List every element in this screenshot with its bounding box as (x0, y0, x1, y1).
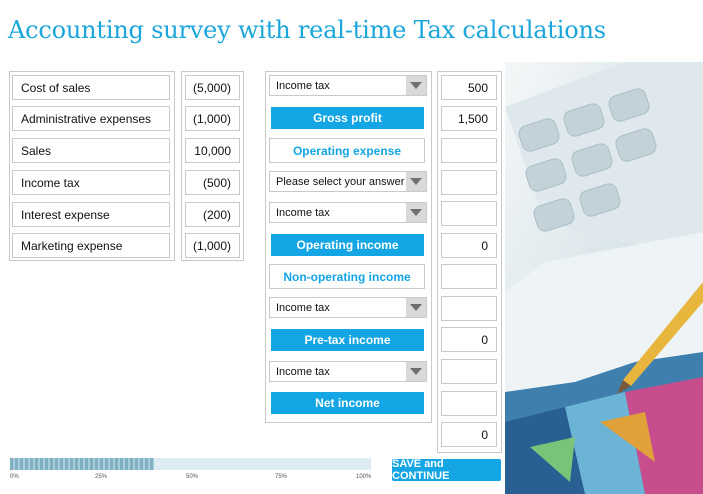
item-value: (500) (185, 170, 240, 195)
values-panel (181, 71, 244, 261)
item-label[interactable]: Cost of sales (12, 75, 170, 100)
non-operating-income-label[interactable]: Non-operating income (269, 264, 425, 289)
select-value: Income tax (276, 79, 330, 92)
operating-expense-label[interactable]: Operating expense (269, 138, 425, 163)
result-field[interactable] (441, 138, 497, 163)
progress-fill (10, 458, 155, 470)
calculator-photo (505, 62, 703, 494)
statement-select[interactable]: Income tax (269, 75, 427, 96)
results-panel (437, 71, 502, 453)
progress-tick: 100% (356, 474, 372, 480)
chevron-down-icon[interactable] (406, 172, 426, 191)
item-value: (200) (185, 202, 240, 227)
progress-tick: 50% (186, 474, 199, 480)
save-and-continue-button[interactable]: SAVE and CONTINUE (392, 458, 501, 482)
item-value: (5,000) (185, 75, 240, 100)
result-field[interactable]: 500 (441, 75, 497, 100)
chevron-down-icon[interactable] (406, 76, 426, 95)
result-field[interactable]: 0 (441, 422, 497, 447)
progress-tick: 25% (95, 474, 108, 480)
result-field[interactable] (441, 201, 497, 226)
select-value: Income tax (276, 365, 330, 378)
gross-profit-label[interactable]: Gross profit (271, 107, 424, 129)
select-value: Please select your answer (276, 175, 405, 188)
result-field[interactable]: 0 (441, 327, 497, 352)
net-income-label[interactable]: Net income (271, 392, 424, 414)
result-field[interactable] (441, 170, 497, 195)
page-title: Accounting survey with real-time Tax cal… (8, 16, 606, 44)
result-field[interactable] (441, 296, 497, 321)
item-value: (1,000) (185, 106, 240, 131)
item-label[interactable]: Marketing expense (12, 233, 170, 258)
items-panel (9, 71, 175, 261)
select-value: Income tax (276, 301, 330, 314)
item-label[interactable]: Interest expense (12, 202, 170, 227)
statement-select[interactable]: Income tax (269, 361, 427, 382)
operating-income-label[interactable]: Operating income (271, 234, 424, 256)
item-value: 10,000 (185, 138, 240, 163)
result-field[interactable]: 1,500 (441, 106, 497, 131)
item-label[interactable]: Income tax (12, 170, 170, 195)
item-label[interactable]: Administrative expenses (12, 106, 170, 131)
item-label[interactable]: Sales (12, 138, 170, 163)
pretax-income-label[interactable]: Pre-tax income (271, 329, 424, 351)
result-field[interactable] (441, 391, 497, 416)
item-value: (1,000) (185, 233, 240, 258)
progress-tick: 75% (275, 474, 288, 480)
progress-tick: 0% (10, 474, 19, 480)
progress-bar (10, 458, 371, 470)
chevron-down-icon[interactable] (406, 362, 426, 381)
statement-select[interactable]: Please select your answer (269, 171, 427, 192)
statement-select[interactable]: Income tax (269, 297, 427, 318)
chevron-down-icon[interactable] (406, 203, 426, 222)
chevron-down-icon[interactable] (406, 298, 426, 317)
result-field[interactable] (441, 359, 497, 384)
select-value: Income tax (276, 206, 330, 219)
result-field[interactable]: 0 (441, 233, 497, 258)
result-field[interactable] (441, 264, 497, 289)
statement-select[interactable]: Income tax (269, 202, 427, 223)
